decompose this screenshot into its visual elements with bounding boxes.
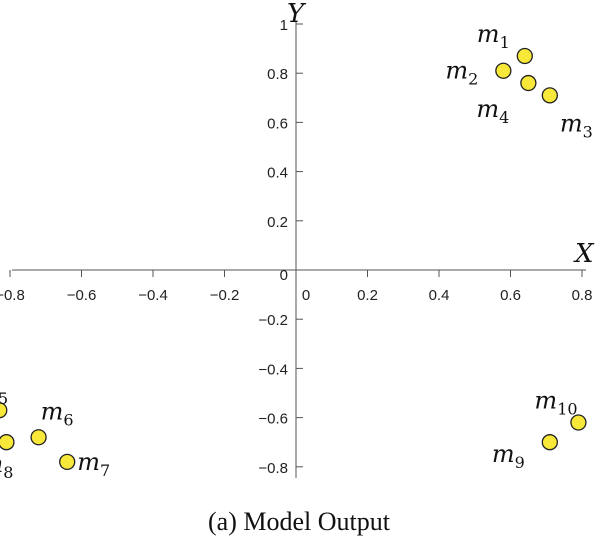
x-tick-label: 0.8 [572, 287, 593, 304]
y-tick-label: 0.2 [267, 214, 288, 231]
point-label-m2: m2 [445, 57, 478, 89]
x-tick-label: −0.4 [138, 287, 168, 304]
x-axis-title: X [573, 239, 595, 269]
data-point-m8 [0, 435, 14, 450]
y-tick-label: −0.6 [258, 411, 288, 428]
point-label-m10: m10 [534, 387, 577, 419]
x-tick-label: 0 [302, 287, 310, 304]
point-label-m6: m6 [41, 397, 74, 429]
data-point-m1 [517, 48, 532, 63]
point-label-m8: m8 [0, 450, 13, 482]
point-label-m1: m1 [477, 20, 510, 52]
y-tick-label: 0.4 [267, 165, 288, 182]
data-point-m7 [60, 454, 75, 469]
x-tick-label: 0.2 [357, 287, 378, 304]
x-tick-label: 0.4 [429, 287, 450, 304]
data-point-m3 [542, 88, 557, 103]
point-label-m7: m7 [77, 448, 110, 480]
x-tick-label: −0.2 [210, 287, 240, 304]
x-tick-label: −0.6 [67, 287, 97, 304]
point-label-m5: m5 [0, 376, 8, 408]
y-tick-label: 0.6 [267, 115, 288, 132]
point-label-m4: m4 [476, 95, 509, 127]
y-tick-label: −0.2 [258, 312, 288, 329]
x-tick-label: −0.8 [0, 287, 25, 304]
y-tick-label: −0.4 [258, 361, 288, 378]
point-label-m3: m3 [560, 109, 593, 141]
y-tick-label: −0.8 [258, 460, 288, 477]
data-point-m4 [521, 76, 536, 91]
figure-caption: (a) Model Output [208, 507, 391, 536]
y-tick-label: 0.8 [267, 66, 288, 83]
point-label-m9: m9 [492, 440, 525, 472]
axes [12, 22, 586, 478]
y-axis-title: Y [287, 0, 307, 29]
y-tick-label: 0 [280, 267, 288, 284]
data-point-m6 [31, 430, 46, 445]
data-point-m2 [496, 63, 511, 78]
data-point-m9 [542, 435, 557, 450]
x-tick-label: 0.6 [500, 287, 521, 304]
